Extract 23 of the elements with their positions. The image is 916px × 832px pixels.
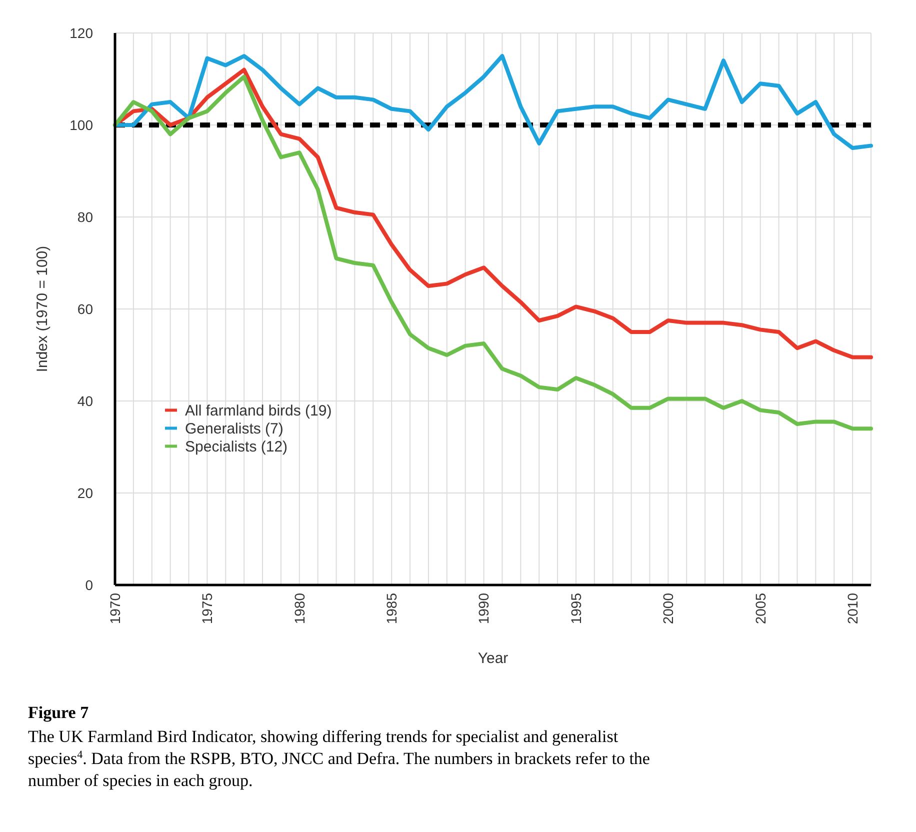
x-tick-label: 2000 (660, 592, 676, 624)
x-tick-label: 1975 (199, 592, 216, 624)
legend-label: Generalists (7) (185, 420, 284, 438)
x-tick-label: 2005 (752, 592, 768, 624)
x-tick-label: 1990 (476, 592, 492, 624)
y-tick-label: 20 (77, 484, 94, 501)
caption: Figure 7 (28, 703, 90, 722)
x-tick-label: 1985 (383, 592, 400, 624)
y-tick-label: 60 (77, 300, 94, 317)
y-axis-title: Index (1970 = 100) (34, 246, 51, 372)
x-tick-label: 2010 (844, 592, 860, 624)
y-tick-label: 100 (70, 116, 94, 133)
text: The UK Farmland Bird Indicator, showing differing trends for specialist and generalist species$^{4}$. Data from the RSPB, BTO, JNCC and Defra. The numbers in brackets refer to the number of species in each group. (28, 727, 650, 790)
x-tick-label: 1980 (291, 592, 308, 624)
y-tick-label: 0 (85, 576, 94, 593)
legend-label: Specialists (12) (185, 438, 288, 456)
x-tick-label: 1995 (568, 592, 584, 624)
y-tick-label: 80 (77, 208, 94, 225)
legend-label: All farmland birds (19) (185, 402, 332, 420)
x-tick-label: 1970 (106, 592, 123, 624)
y-tick-label: 40 (77, 392, 94, 409)
y-tick-label: 120 (70, 24, 94, 41)
x-axis-title: Year (478, 650, 508, 667)
